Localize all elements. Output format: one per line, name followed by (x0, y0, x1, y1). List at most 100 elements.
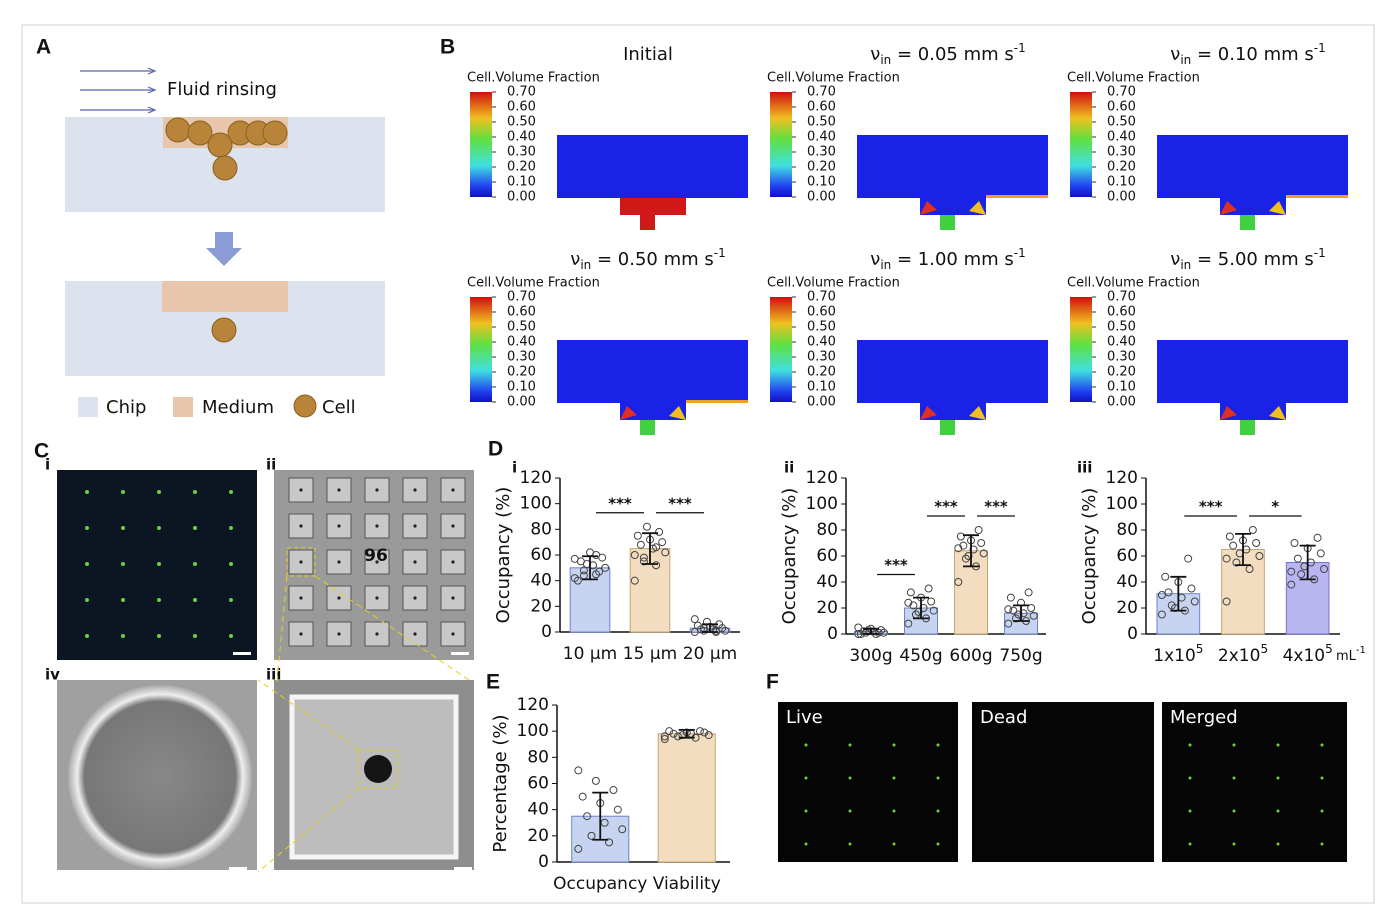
cell-dot (936, 809, 940, 813)
cell-dot (1188, 842, 1192, 846)
data-point (639, 557, 648, 566)
colorbar-tick-label: 0.50 (1107, 115, 1136, 130)
fluorescence-image (972, 702, 1154, 862)
data-point (1252, 539, 1261, 547)
cell-dot (193, 598, 197, 602)
colorbar-title: Cell.Volume Fraction (767, 71, 900, 86)
flow-arrows (80, 67, 157, 114)
text-part: 5 (1260, 642, 1268, 656)
significance-label: *** (668, 494, 692, 512)
data-point (578, 792, 587, 801)
x-tick-label: 750g (999, 646, 1042, 666)
colorbar-tick-label: 0.70 (507, 85, 536, 100)
text-part: -1 (1314, 41, 1326, 55)
cell-dot (1232, 842, 1236, 846)
text-part: 1x10 (1153, 646, 1196, 666)
cell-dot (121, 526, 125, 530)
cell-dot (193, 490, 197, 494)
y-tick-label: 120 (517, 695, 549, 715)
text-part: 2x10 (1218, 646, 1261, 666)
cell-dot (193, 634, 197, 638)
y-tick-label: 20 (816, 598, 838, 618)
flow-residue (969, 201, 986, 215)
colorbar-tick-label: 0.40 (507, 130, 536, 145)
cell-dot (85, 490, 89, 494)
text-part: 5 (1325, 642, 1333, 656)
y-tick-label: 80 (530, 519, 552, 539)
data-point (877, 626, 886, 635)
colorbar-tick-label: 0.60 (507, 100, 536, 115)
medium (162, 281, 288, 312)
data-point (591, 776, 600, 785)
cell-dot (121, 490, 125, 494)
cell-dot (1188, 743, 1192, 747)
panel-label: D (488, 438, 503, 461)
data-point (1161, 572, 1170, 581)
well (640, 215, 655, 230)
microwell-dot (375, 524, 379, 528)
flow-residue (920, 201, 937, 215)
microwell (440, 477, 466, 503)
data-point (605, 838, 614, 847)
scale-bar (229, 867, 247, 870)
microwell-dot (299, 632, 303, 636)
data-point (1190, 597, 1199, 606)
colorbar-tick-label: 0.40 (1107, 130, 1136, 145)
subplot-title: νin = 0.50 mm s-1 (570, 246, 725, 272)
data-point (961, 554, 970, 563)
cell-dot (1276, 776, 1280, 780)
text-part: 15 μm (623, 644, 677, 664)
cell-dot (85, 634, 89, 638)
colorbar-tick-label: 0.50 (1107, 320, 1136, 335)
panel-label: E (486, 671, 500, 694)
text-part: in (1180, 258, 1191, 272)
data-point (1157, 610, 1166, 619)
data-point (1222, 597, 1231, 606)
y-tick-label: 0 (827, 624, 838, 644)
y-axis-label: Occupancy (%) (493, 487, 514, 624)
x-tick-label: 4x105 (1283, 642, 1333, 667)
data-point (618, 825, 627, 834)
cell-dot (936, 743, 940, 747)
data-point (609, 786, 618, 795)
y-axis-label: Percentage (%) (490, 714, 511, 852)
colorbar-tick-label: 0.40 (807, 130, 836, 145)
data-point (1187, 584, 1196, 593)
text-part: ν (1170, 249, 1180, 270)
y-tick-label: 0 (1127, 624, 1138, 644)
data-point (1222, 554, 1231, 563)
cells (165, 117, 288, 181)
error-bar (1013, 604, 1029, 622)
x-tick-label: 600g (949, 646, 992, 666)
text-part: = 5.00 mm s (1191, 249, 1314, 270)
data-point (914, 607, 923, 616)
colorbar-tick-label: 0.50 (507, 320, 536, 335)
colorbar-tick-label: 0.20 (507, 160, 536, 175)
error-bar (1170, 575, 1187, 612)
flow-text: Fluid rinsing (167, 79, 277, 100)
data-point (690, 615, 699, 624)
significance-label: *** (984, 498, 1008, 516)
domain (1157, 135, 1348, 198)
text-part: in (580, 258, 591, 272)
colorbar-tick-label: 0.40 (507, 335, 536, 350)
panel-label: F (766, 671, 779, 694)
colorbar (1070, 92, 1092, 197)
cell-dot (892, 842, 896, 846)
microwell (364, 621, 390, 647)
y-tick-label: 60 (527, 774, 549, 794)
colorbar-tick-label: 0.50 (807, 320, 836, 335)
colorbar (1070, 297, 1092, 402)
x-tick-label: 10 μm (563, 644, 617, 664)
subplot-title: νin = 0.05 mm s-1 (870, 41, 1025, 67)
colorbar-tick-label: 0.00 (1107, 190, 1136, 205)
text-part: -1 (1314, 246, 1326, 260)
y-tick-label: 120 (806, 468, 838, 488)
data-point (658, 538, 667, 547)
flow-residue (986, 195, 1048, 198)
colorbar-title: Cell.Volume Fraction (767, 276, 900, 291)
data-point (969, 545, 978, 554)
colorbar-tick-label: 0.00 (807, 395, 836, 410)
cell-dot (1188, 809, 1192, 813)
